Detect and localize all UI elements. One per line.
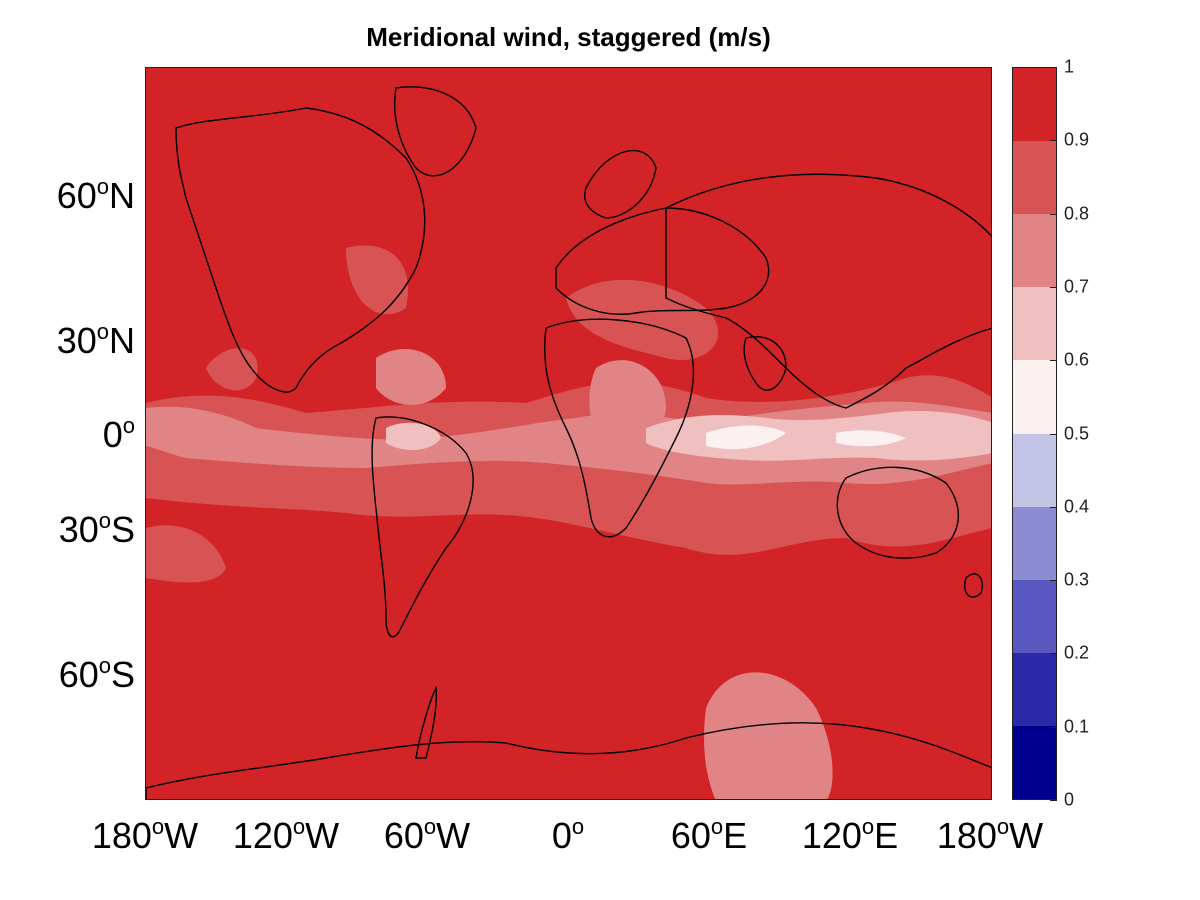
x-tick-label-60e: 60oE xyxy=(670,814,748,856)
colorbar-bin xyxy=(1013,725,1056,799)
colorbar-tick-label: 0.8 xyxy=(1064,203,1090,224)
colorbar-tick-label: 0.5 xyxy=(1064,423,1090,443)
north-america-coast xyxy=(175,107,426,393)
y-tick-label-30n: 30oN xyxy=(56,319,135,361)
colorbar-tick-label: 0.3 xyxy=(1064,569,1090,590)
colorbar-tick-mark xyxy=(1050,140,1057,142)
colorbar-tick-mark xyxy=(1050,800,1057,801)
x-tick-label-180w: 180oW xyxy=(91,814,199,856)
atlantic-patch xyxy=(346,245,408,315)
colorbar-bin xyxy=(1013,652,1056,726)
equator-white-core xyxy=(706,425,786,450)
colorbar-tick-label: 0 xyxy=(1064,789,1075,810)
x-tick-label-60w: 60oW xyxy=(383,814,471,856)
colorbar-tick-label: 0.7 xyxy=(1064,276,1090,297)
europe-patch xyxy=(566,279,719,360)
colorbar-tick-mark xyxy=(1050,67,1057,68)
antarctic-peninsula xyxy=(415,685,438,759)
y-tick-label-30s: 30oS xyxy=(58,508,135,550)
colorbar-tick-label: 0.1 xyxy=(1064,716,1090,737)
coastlines xyxy=(146,86,991,799)
colorbar-bin xyxy=(1013,506,1056,580)
colorbar-tick-mark xyxy=(1050,360,1057,362)
colorbar-tick-mark xyxy=(1050,726,1057,728)
greenland-coast xyxy=(394,86,477,177)
x-tick-label-120e: 120oE xyxy=(801,814,899,856)
antarctic-patch xyxy=(704,672,833,799)
europe-coast xyxy=(555,207,770,315)
south-pacific-patch xyxy=(146,525,226,583)
x-tick-label-180w-right: 180oW xyxy=(936,814,1044,856)
colorbar-tick-mark xyxy=(1050,213,1057,215)
map-plot[interactable] xyxy=(145,67,992,800)
antarctica-coast xyxy=(146,722,991,799)
colorbar-tick-label: 0.9 xyxy=(1064,129,1090,150)
australia-coast xyxy=(836,466,960,559)
colorbar-bin xyxy=(1013,579,1056,653)
mid-atlantic-pink xyxy=(376,349,446,405)
y-tick-label-0: 0o xyxy=(102,413,135,455)
colorbar-tick-mark xyxy=(1050,506,1057,508)
page-title: Meridional wind, staggered (m/s) xyxy=(366,22,771,52)
colorbar-tick-mark xyxy=(1050,580,1057,582)
colorbar-bin xyxy=(1013,360,1056,434)
south-america-coast xyxy=(371,416,474,638)
colorbar-bin xyxy=(1013,141,1056,215)
x-tick-label-120w: 120oW xyxy=(232,814,340,856)
colorbar-bin xyxy=(1013,214,1056,288)
colorbar-tick-label: 0.4 xyxy=(1064,496,1090,517)
new-zealand-coast xyxy=(964,573,983,598)
colorbar-bin xyxy=(1013,68,1056,142)
colorbar-tick-mark xyxy=(1050,653,1057,655)
indian-ocean-pink xyxy=(386,422,441,450)
colorbar-tick-label: 1 xyxy=(1064,56,1075,77)
maritime-white xyxy=(836,430,906,447)
y-tick-label-60n: 60oN xyxy=(56,174,135,216)
africa-coast xyxy=(544,318,695,538)
asia-coast xyxy=(665,173,991,409)
scandinavia-coast xyxy=(584,149,657,219)
x-tick-label-0: 0o xyxy=(551,814,585,856)
colorbar-bin xyxy=(1013,287,1056,361)
colorbar-tick-mark xyxy=(1050,286,1057,288)
colorbar-tick-mark xyxy=(1050,433,1057,435)
india-coast xyxy=(743,336,787,391)
colorbar-bin xyxy=(1013,433,1056,507)
colorbar-tick-label: 0.2 xyxy=(1064,642,1090,663)
colorbar-tick-label: 0.6 xyxy=(1064,349,1090,370)
map-canvas xyxy=(146,68,991,799)
y-tick-label-60s: 60oS xyxy=(58,653,135,695)
